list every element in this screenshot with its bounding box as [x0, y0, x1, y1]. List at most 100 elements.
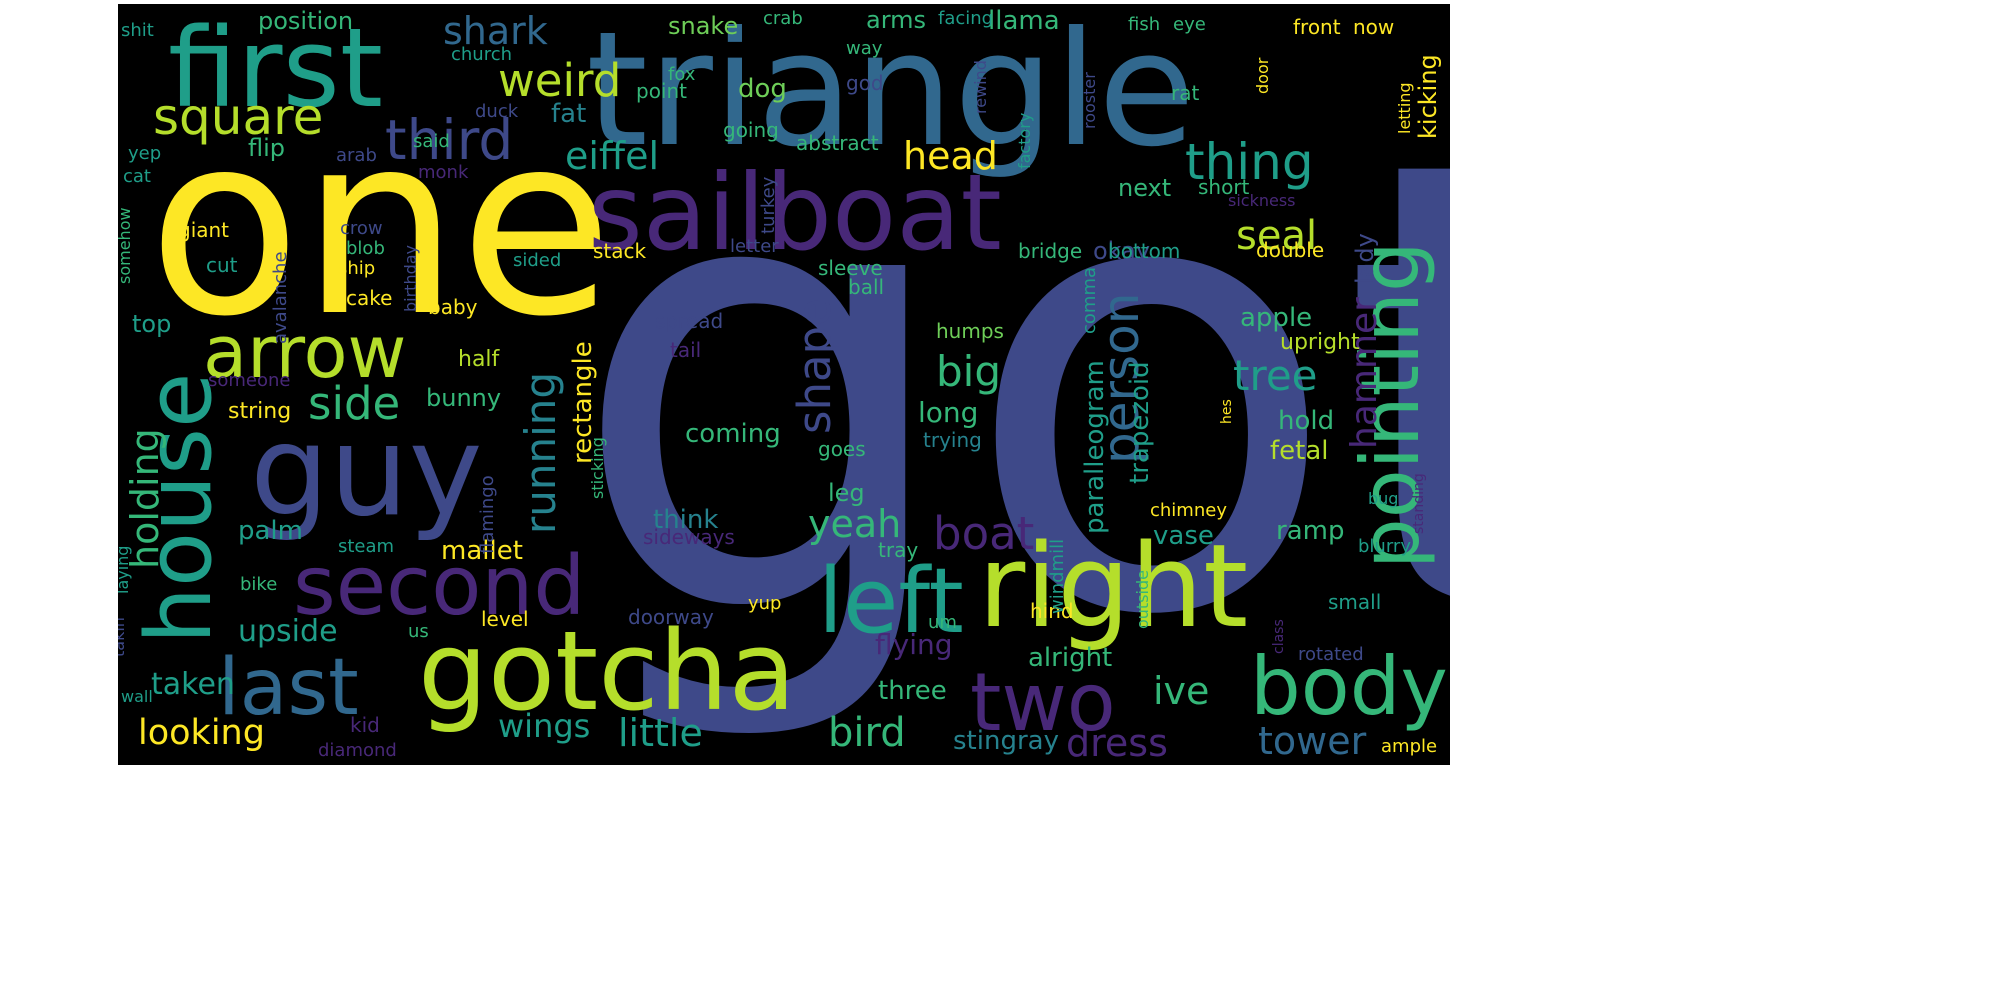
- word-monk: monk: [418, 162, 469, 183]
- word-top: top: [132, 310, 171, 338]
- word-god: god: [846, 71, 884, 95]
- word-guy: guy: [250, 399, 483, 544]
- word-shark: shark: [443, 9, 548, 53]
- word-flamingo: flamingo: [477, 475, 498, 554]
- word-us: us: [408, 621, 429, 642]
- word-big: big: [936, 347, 1001, 396]
- word-hold: hold: [1278, 406, 1334, 436]
- word-bug: bug: [1368, 489, 1398, 508]
- word-baby: baby: [428, 295, 478, 319]
- word-wings: wings: [498, 707, 590, 745]
- word-looking: looking: [138, 713, 265, 753]
- word-turkey: turkey: [758, 176, 779, 234]
- word-got: got: [568, 30, 1450, 751]
- word-going: going: [723, 118, 779, 142]
- word-hind: hind: [1030, 599, 1074, 623]
- word-snake: snake: [668, 12, 738, 40]
- word-church: church: [451, 44, 512, 65]
- word-outside: outside: [1133, 570, 1152, 629]
- word-third: third: [385, 108, 513, 172]
- word-abstract: abstract: [796, 131, 879, 155]
- word-somehow: somehow: [118, 207, 134, 284]
- word-level: level: [481, 607, 529, 631]
- word-person: person: [1092, 293, 1150, 464]
- word-now: now: [1353, 15, 1394, 39]
- word-flip: flip: [248, 134, 285, 162]
- word-upside: upside: [238, 614, 338, 649]
- word-eiffel: eiffel: [565, 134, 659, 178]
- word-fetal: fetal: [1270, 436, 1329, 466]
- word-tray: tray: [878, 538, 918, 562]
- word-one: one: [148, 80, 613, 371]
- word-seal: seal: [1236, 213, 1317, 259]
- word-bunny: bunny: [426, 384, 501, 412]
- word-cloud-canvas: gotonetriangle first sailboat guy right gotch…: [118, 4, 1450, 765]
- word-stack: stack: [593, 239, 647, 263]
- word-class: class: [1271, 619, 1287, 654]
- word-body: body: [1250, 640, 1448, 733]
- word-last: last: [218, 643, 359, 733]
- word-side: side: [308, 377, 400, 430]
- word-ample: ample: [1381, 736, 1437, 757]
- word-kicking: kicking: [1414, 54, 1442, 139]
- word-upright: upright: [1280, 330, 1360, 355]
- word-small: small: [1328, 590, 1381, 614]
- word-birthday: birthday: [401, 245, 420, 312]
- word-long: long: [918, 396, 978, 429]
- word-three: three: [878, 676, 947, 706]
- word-chimney: chimney: [1150, 500, 1227, 521]
- word-arms: arms: [866, 6, 926, 34]
- word-position: position: [258, 7, 353, 35]
- word-first: first: [168, 4, 383, 132]
- word-fish: fish: [1128, 14, 1160, 35]
- word-sticking: sticking: [588, 437, 607, 499]
- word-yep: yep: [128, 143, 161, 164]
- word-giant: giant: [178, 218, 229, 242]
- word-point: point: [636, 79, 687, 103]
- word-yeah: yeah: [808, 502, 901, 546]
- word-trapezoid: trapezoid: [1125, 361, 1155, 484]
- word-letting: letting: [1395, 82, 1414, 134]
- word-door: door: [1253, 57, 1272, 94]
- word-holding: holding: [123, 428, 167, 569]
- word-head: head: [903, 134, 998, 178]
- word-leg: leg: [828, 479, 865, 507]
- word-cat: cat: [123, 166, 151, 187]
- word-left: left: [818, 549, 964, 654]
- word-think: think: [653, 505, 718, 535]
- word-letter: letter: [730, 236, 779, 257]
- word-shit: shit: [121, 20, 154, 41]
- word-facing: facing: [938, 8, 993, 29]
- word-rewind: rewind: [971, 60, 990, 114]
- word-ramp: ramp: [1276, 516, 1344, 546]
- word-flying: flying: [875, 628, 953, 661]
- word-um: um: [928, 612, 957, 633]
- word-triangle: triangle: [586, 4, 1195, 182]
- word-taken: taken: [151, 667, 235, 702]
- word-lady: lady: [1351, 233, 1379, 284]
- word-hes: hes: [1219, 399, 1235, 424]
- word-takin: takin: [118, 617, 128, 657]
- word-shape: shape: [788, 298, 841, 434]
- word-short: short: [1198, 175, 1250, 199]
- word-dog: dog: [738, 74, 787, 104]
- word-sickness: sickness: [1228, 191, 1296, 210]
- word-tree: tree: [1233, 351, 1318, 400]
- word-dress: dress: [1066, 721, 1168, 765]
- word-humps: humps: [936, 319, 1004, 343]
- word-house: house: [127, 373, 232, 644]
- word-cut: cut: [206, 253, 238, 277]
- word-vase: vase: [1153, 521, 1214, 551]
- word-boat: boat: [933, 507, 1034, 560]
- word-crab: crab: [763, 8, 803, 29]
- word-sideways: sideways: [643, 525, 735, 549]
- word-stingray: stingray: [953, 726, 1059, 756]
- word-comma: comma: [1079, 267, 1100, 334]
- word-paralleogram: paralleogram: [1080, 360, 1110, 534]
- word-front: front: [1293, 15, 1341, 39]
- word-windmill: windmill: [1047, 539, 1068, 614]
- word-pointing: pointing: [1344, 241, 1437, 569]
- word-tail: tail: [670, 338, 701, 362]
- word-doorway: doorway: [628, 605, 714, 629]
- word-alright: alright: [1028, 643, 1112, 673]
